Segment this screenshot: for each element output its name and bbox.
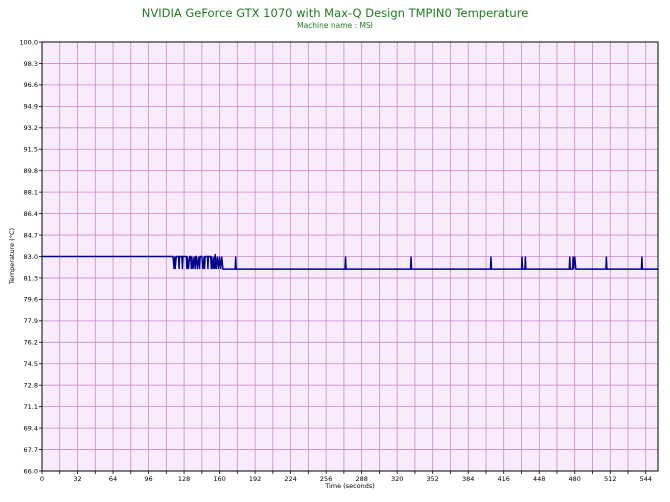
y-tick-label: 83.0 bbox=[24, 253, 38, 261]
y-tick-label: 98.3 bbox=[24, 60, 38, 68]
series-line bbox=[42, 253, 658, 270]
x-tick-label: 320 bbox=[391, 475, 403, 483]
x-tick-label: 0 bbox=[40, 475, 44, 483]
x-tick-label: 544 bbox=[640, 475, 652, 483]
y-tick-label: 88.1 bbox=[24, 188, 38, 196]
y-tick-label: 84.7 bbox=[24, 231, 38, 239]
y-tick-label: 66.0 bbox=[24, 467, 38, 475]
y-tick-label: 94.9 bbox=[24, 103, 38, 111]
y-axis-ticks: 100.0 98.3 96.6 94.9 93.2 91.5 89.8 88.1 86.4 84.… bbox=[19, 38, 42, 475]
x-axis-ticks: 0 32 64 96 128 160 192 224 256 288 320 352 384 416 448… bbox=[40, 471, 652, 483]
y-tick-label: 67.7 bbox=[24, 446, 38, 454]
y-tick-label: 96.6 bbox=[24, 81, 38, 89]
y-tick-label: 100.0 bbox=[19, 38, 38, 46]
x-tick-label: 32 bbox=[73, 475, 81, 483]
y-tick-label: 76.2 bbox=[24, 339, 38, 347]
x-tick-label: 288 bbox=[355, 475, 367, 483]
x-tick-label: 64 bbox=[109, 475, 117, 483]
y-tick-label: 89.8 bbox=[24, 167, 38, 175]
y-tick-label: 71.1 bbox=[24, 403, 38, 411]
x-tick-label: 160 bbox=[213, 475, 225, 483]
y-tick-label: 77.9 bbox=[24, 317, 38, 325]
x-tick-label: 352 bbox=[426, 475, 438, 483]
x-tick-label: 96 bbox=[144, 475, 152, 483]
y-tick-label: 72.8 bbox=[24, 382, 38, 390]
x-tick-label: 384 bbox=[462, 475, 474, 483]
chart-subtitle: Machine name : MSI bbox=[297, 21, 373, 30]
y-axis-label: Temperature (°C) bbox=[8, 228, 16, 285]
series-layer bbox=[42, 253, 658, 270]
y-tick-label: 86.4 bbox=[24, 210, 38, 218]
y-tick-label: 69.4 bbox=[24, 424, 38, 432]
y-tick-label: 81.3 bbox=[24, 274, 38, 282]
x-tick-label: 448 bbox=[533, 475, 545, 483]
grid bbox=[41, 41, 658, 472]
x-tick-label: 224 bbox=[284, 475, 296, 483]
y-tick-label: 79.6 bbox=[24, 296, 38, 304]
chart-title: NVIDIA GeForce GTX 1070 with Max-Q Desig… bbox=[142, 6, 529, 20]
x-tick-label: 480 bbox=[569, 475, 581, 483]
y-tick-label: 74.5 bbox=[24, 360, 38, 368]
y-tick-label: 93.2 bbox=[24, 124, 38, 132]
y-tick-label: 91.5 bbox=[24, 146, 38, 154]
x-tick-label: 416 bbox=[498, 475, 510, 483]
x-axis-label: Time (seconds) bbox=[324, 482, 375, 490]
x-tick-label: 512 bbox=[604, 475, 616, 483]
x-tick-label: 128 bbox=[178, 475, 190, 483]
x-tick-label: 256 bbox=[320, 475, 332, 483]
x-tick-label: 192 bbox=[249, 475, 261, 483]
